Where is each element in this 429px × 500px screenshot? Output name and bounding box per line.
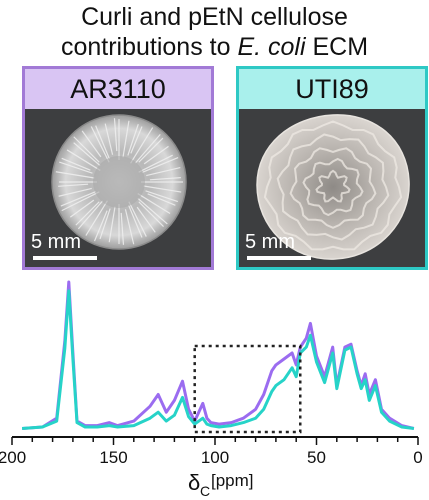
colony-ray — [128, 204, 143, 238]
x-axis-symbol: δ — [188, 470, 200, 495]
title-species: E. coli — [237, 33, 306, 61]
figure-title-line-2: contributions to E. coli ECM — [0, 32, 429, 62]
highlight-region-box — [193, 344, 302, 434]
x-tick-label: 100 — [201, 448, 229, 467]
colony-ray — [141, 156, 179, 173]
scale-label-ar3110: 5 mm — [31, 231, 81, 253]
x-axis-unit: [ppm] — [211, 471, 254, 490]
colony-ray — [85, 200, 108, 236]
colony-ray — [95, 125, 110, 160]
colony-ray — [138, 154, 173, 173]
colony-ray — [99, 208, 111, 240]
colony-ray — [145, 190, 179, 203]
figure-title-line-1: Curli and pEtN cellulose — [81, 3, 348, 31]
colony-ray — [136, 206, 156, 233]
title-prefix: contributions to — [60, 33, 238, 61]
colony-ray — [108, 206, 116, 243]
scale-bar-uti89 — [247, 256, 311, 260]
x-tick-label: 0 — [413, 448, 422, 467]
colony-ray — [61, 191, 100, 212]
colony-ray — [69, 199, 95, 218]
scale-label-uti89: 5 mm — [245, 231, 295, 253]
colony-ray — [128, 201, 147, 237]
colony-photo-uti89: 5 mm — [239, 109, 425, 267]
colony-ray — [81, 130, 102, 158]
colony-ray — [137, 193, 171, 215]
colony-wrinkle — [315, 169, 351, 203]
colony-ray — [137, 197, 168, 225]
panel-ar3110: AR3110 5 mm — [22, 66, 214, 270]
colony-ray — [73, 142, 101, 167]
x-tick-label: 150 — [99, 448, 127, 467]
colony-ray — [75, 201, 100, 226]
colony-wrinkle — [289, 147, 377, 229]
spectrum-series-2 — [21, 289, 415, 430]
colony-ray — [66, 149, 101, 171]
colony-ray — [134, 134, 161, 164]
colony-wrinkle — [302, 157, 364, 217]
colony-ray — [113, 118, 118, 152]
colony-ray — [146, 166, 181, 177]
colony-ray — [138, 137, 164, 163]
colony-ray — [55, 171, 95, 179]
colony-photo-ar3110: 5 mm — [25, 109, 211, 267]
panel-header-ar3110: AR3110 — [25, 69, 211, 109]
colony-ray — [149, 177, 181, 181]
colony-image-uti89 — [239, 109, 425, 267]
colony-image-ar3110 — [25, 109, 211, 267]
colony-ray — [90, 126, 110, 163]
colony-ray — [127, 123, 139, 156]
colony-ray — [124, 209, 135, 245]
colony-ray — [147, 193, 176, 206]
x-axis-ticks: 200 150 100 50 0 — [0, 437, 423, 467]
x-tick-label: 200 — [0, 448, 26, 467]
colony-ray — [143, 185, 182, 193]
colony-ray — [143, 145, 169, 165]
colony-ray — [130, 127, 154, 164]
colony-wrinkle — [276, 133, 390, 241]
colony-ray — [104, 123, 114, 155]
x-axis-symbol-subscript: C — [200, 483, 210, 499]
colony-ray — [93, 210, 108, 242]
colony-ray — [120, 212, 125, 245]
title-suffix: ECM — [305, 33, 369, 61]
spectrum-series-1 — [21, 280, 415, 430]
colony-ray — [59, 161, 93, 174]
colony-ray — [58, 183, 89, 187]
colony-wrinkle — [263, 120, 403, 251]
spectrum-series — [21, 280, 415, 430]
colony-ray — [138, 201, 164, 227]
colony-ray — [73, 136, 100, 163]
colony-ray — [122, 120, 130, 158]
colony-ray — [60, 191, 97, 207]
x-tick-label: 50 — [307, 448, 326, 467]
colony-ray — [130, 126, 143, 154]
colony-ray — [61, 157, 91, 171]
colony-ray — [58, 187, 92, 197]
nmr-spectrum-chart: 200 150 100 50 0 δ C [ppm] — [0, 280, 423, 499]
panel-uti89: UTI89 5 mm — [236, 66, 428, 270]
scale-bar-ar3110 — [33, 256, 97, 260]
panel-header-uti89: UTI89 — [239, 69, 425, 109]
colony-ray — [77, 200, 104, 230]
